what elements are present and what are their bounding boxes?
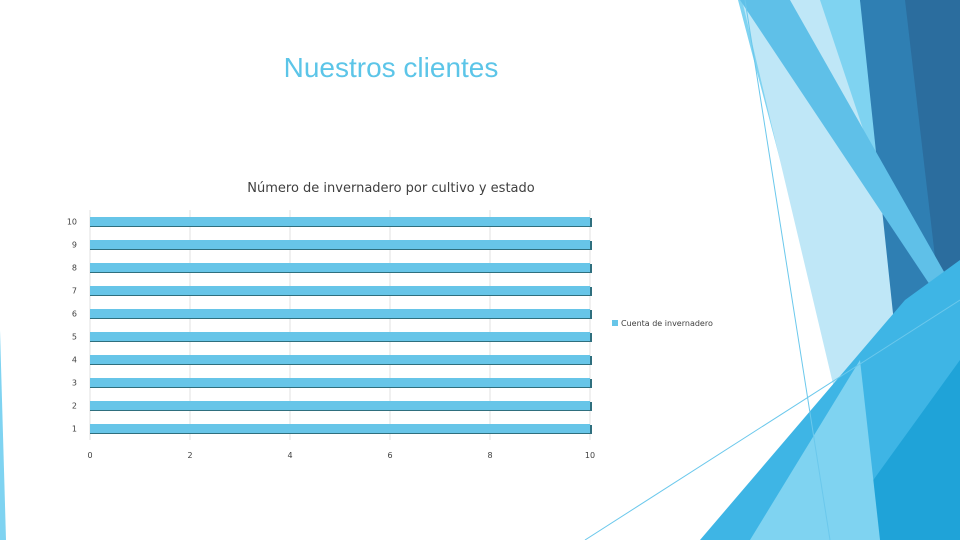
bar bbox=[90, 263, 590, 272]
bar bbox=[90, 401, 590, 410]
bar bbox=[90, 378, 590, 387]
bar bbox=[90, 240, 590, 249]
x-tick-label: 0 bbox=[87, 451, 92, 460]
x-tick-label: 6 bbox=[387, 451, 392, 460]
y-tick-label: 3 bbox=[72, 379, 77, 388]
left-edge-line bbox=[0, 330, 6, 540]
bar bbox=[90, 332, 590, 341]
chart-title: Número de invernadero por cultivo y esta… bbox=[247, 181, 534, 196]
bg-shape-band bbox=[740, 0, 960, 330]
bg-shape-bottom-light bbox=[750, 360, 880, 540]
x-axis-ticks: 0 2 4 6 8 10 bbox=[87, 451, 595, 460]
y-axis-ticks: 1 2 3 4 5 6 7 8 9 10 bbox=[67, 218, 77, 434]
y-tick-label: 1 bbox=[72, 425, 77, 434]
y-tick-label: 2 bbox=[72, 402, 77, 411]
legend: Cuenta de invernadero bbox=[612, 319, 713, 328]
bar bbox=[90, 424, 590, 433]
y-tick-label: 10 bbox=[67, 218, 77, 227]
y-tick-label: 5 bbox=[72, 333, 77, 342]
bar bbox=[90, 355, 590, 364]
x-tick-label: 2 bbox=[187, 451, 192, 460]
bg-thin-line-2 bbox=[584, 299, 960, 540]
legend-swatch bbox=[612, 320, 618, 326]
x-tick-label: 4 bbox=[287, 451, 292, 460]
bar bbox=[90, 309, 590, 318]
y-tick-label: 9 bbox=[72, 241, 77, 250]
bg-thin-line-1 bbox=[744, 0, 831, 540]
slide-title: Nuestros clientes bbox=[283, 52, 499, 83]
y-tick-label: 7 bbox=[72, 287, 77, 296]
bar bbox=[90, 217, 590, 226]
bar bbox=[90, 286, 590, 295]
y-tick-label: 8 bbox=[72, 264, 77, 273]
bg-shape-mid-dark bbox=[860, 0, 940, 380]
legend-label: Cuenta de invernadero bbox=[621, 319, 713, 328]
y-tick-label: 4 bbox=[72, 356, 77, 365]
x-tick-label: 8 bbox=[487, 451, 492, 460]
x-tick-label: 10 bbox=[585, 451, 595, 460]
bars-group bbox=[90, 217, 592, 434]
y-tick-label: 6 bbox=[72, 310, 77, 319]
